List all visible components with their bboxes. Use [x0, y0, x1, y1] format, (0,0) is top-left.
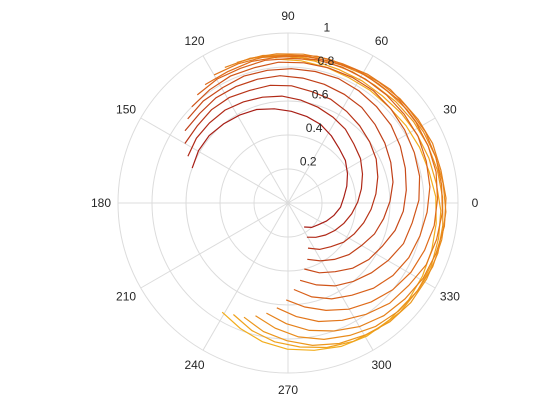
series-line	[187, 95, 364, 238]
series-group	[184, 53, 447, 351]
angle-gridline	[202, 55, 289, 204]
radius-tick-label: 0.4	[306, 121, 323, 135]
angle-gridline	[287, 202, 374, 351]
series-line	[221, 58, 437, 351]
angle-gridline	[202, 202, 289, 351]
angle-tick-label: 330	[440, 290, 460, 304]
angle-tick-label: 90	[281, 9, 295, 23]
series-line	[184, 75, 394, 262]
angle-tick-label: 240	[184, 358, 204, 372]
radius-gridline	[151, 66, 425, 340]
series-line	[224, 53, 447, 332]
angle-tick-label: 180	[91, 196, 111, 210]
angle-tick-label: 0	[472, 196, 479, 210]
series-line	[196, 57, 431, 300]
radius-gridline	[117, 32, 459, 374]
radius-gridline	[253, 168, 323, 238]
angle-tick-label: 210	[116, 290, 136, 304]
angle-tick-label: 120	[184, 34, 204, 48]
series-line	[187, 68, 407, 274]
polar-grid	[117, 32, 459, 374]
radius-gridline	[219, 134, 357, 272]
series-line	[191, 108, 349, 229]
angle-tick-label: 60	[375, 34, 389, 48]
angle-gridline	[140, 202, 289, 289]
angle-tick-label: 30	[443, 103, 457, 117]
angle-gridline	[287, 55, 374, 204]
angle-tick-label: 150	[116, 103, 136, 117]
radius-tick-label: 0.6	[312, 88, 329, 102]
series-line	[204, 55, 439, 312]
angle-tick-label: 300	[371, 358, 391, 372]
axis-labels: 0 30 60 90 120 150 180 210 240 270 300 330 0.2 0.4 0.6…	[91, 9, 479, 397]
radius-tick-label: 0.2	[300, 155, 317, 169]
angle-tick-label: 270	[278, 383, 298, 397]
radius-tick-label: 0.8	[318, 54, 335, 68]
angle-gridline	[140, 117, 289, 204]
radius-tick-label: 1	[324, 21, 331, 35]
series-line	[184, 84, 379, 251]
series-line	[191, 61, 421, 287]
